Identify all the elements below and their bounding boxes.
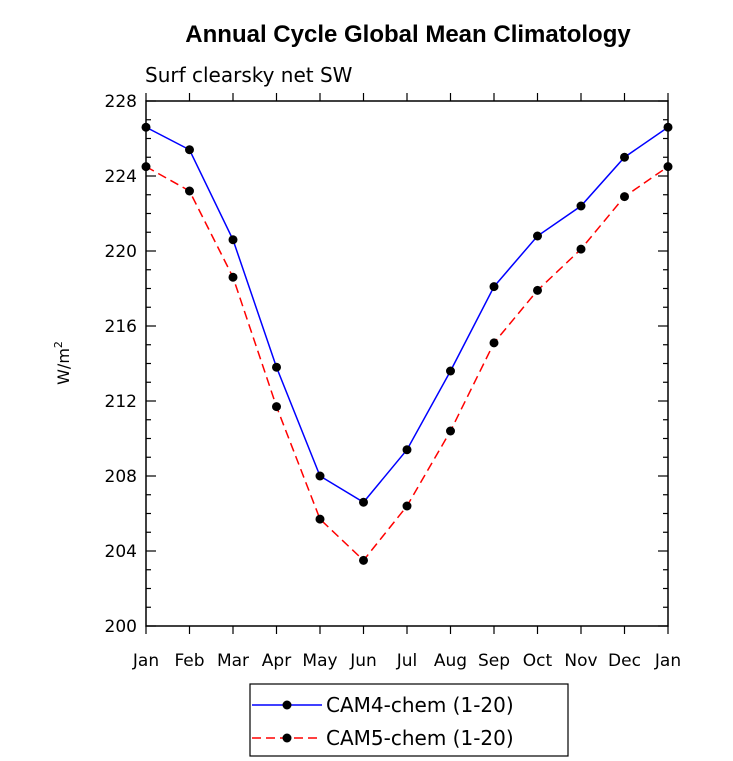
series-2-point (620, 192, 629, 202)
x-tick-label: Feb (174, 651, 204, 671)
x-tick-label: Aug (434, 651, 467, 671)
y-tick-label: 204 (105, 542, 137, 562)
series-1-point (402, 445, 412, 455)
x-tick-label: Jan (132, 651, 159, 671)
legend-marker-2 (282, 733, 292, 743)
series-1-point (228, 235, 238, 245)
y-axis-label: W/m2 (52, 341, 73, 385)
series-layer (141, 122, 673, 565)
x-tick-label: Nov (564, 651, 597, 671)
series-1-point (141, 122, 151, 132)
y-tick-label: 228 (105, 92, 137, 112)
y-tick-label: 208 (105, 467, 137, 487)
series-2-point (663, 162, 673, 172)
x-tick-label: Jul (396, 651, 418, 671)
x-tick-label: Mar (217, 651, 249, 671)
y-tick-label: 216 (105, 317, 137, 337)
series-1-point (446, 366, 455, 376)
series-1-point (620, 152, 629, 162)
series-1-point (185, 145, 194, 155)
series-2-point (489, 338, 499, 348)
series-1-point (315, 471, 325, 481)
series-2-point (576, 244, 586, 254)
series-2-point (402, 501, 412, 511)
series-2-point (315, 514, 325, 524)
series-2-point (533, 285, 542, 295)
x-tick-label: Apr (262, 651, 291, 671)
x-tick-label: May (302, 651, 337, 671)
x-tick-label: Sep (478, 651, 510, 671)
series-1-point (489, 282, 499, 292)
series-1-point (359, 497, 368, 507)
axis-ticks: 200 204 208 212 216 220 224 228 Jan Feb Mar Apr May J… (105, 92, 682, 671)
y-tick-label: 224 (105, 167, 137, 187)
legend-label-2: CAM5-chem (1-20) (326, 726, 514, 750)
series-1-point (533, 231, 542, 241)
x-tick-label: Dec (608, 651, 641, 671)
series-line-2 (145, 165, 669, 562)
legend-box (249, 683, 569, 757)
plot-frame (145, 100, 669, 627)
series-2-point (446, 426, 455, 436)
y-tick-label: 220 (105, 242, 137, 262)
y-tick-label: 212 (105, 392, 137, 412)
x-tick-label: Jan (654, 651, 681, 671)
series-2-point (272, 402, 281, 412)
series-2-point (359, 555, 368, 565)
legend-marker-1 (282, 700, 292, 710)
series-1-point (272, 362, 281, 372)
series-2-point (185, 186, 194, 196)
series-2-point (141, 162, 151, 172)
legend-label-1: CAM4-chem (1-20) (326, 693, 514, 717)
series-1-point (663, 122, 673, 132)
chart-subtitle: Surf clearsky net SW (145, 63, 353, 87)
series-1-point (576, 201, 586, 211)
x-tick-label: Jun (349, 651, 377, 671)
legend: CAM4-chem (1-20) CAM5-chem (1-20) (249, 683, 569, 757)
y-tick-label: 200 (105, 617, 137, 637)
x-tick-label: Oct (523, 651, 553, 671)
series-2-point (228, 272, 238, 282)
chart-title: Annual Cycle Global Mean Climatology (185, 21, 631, 48)
